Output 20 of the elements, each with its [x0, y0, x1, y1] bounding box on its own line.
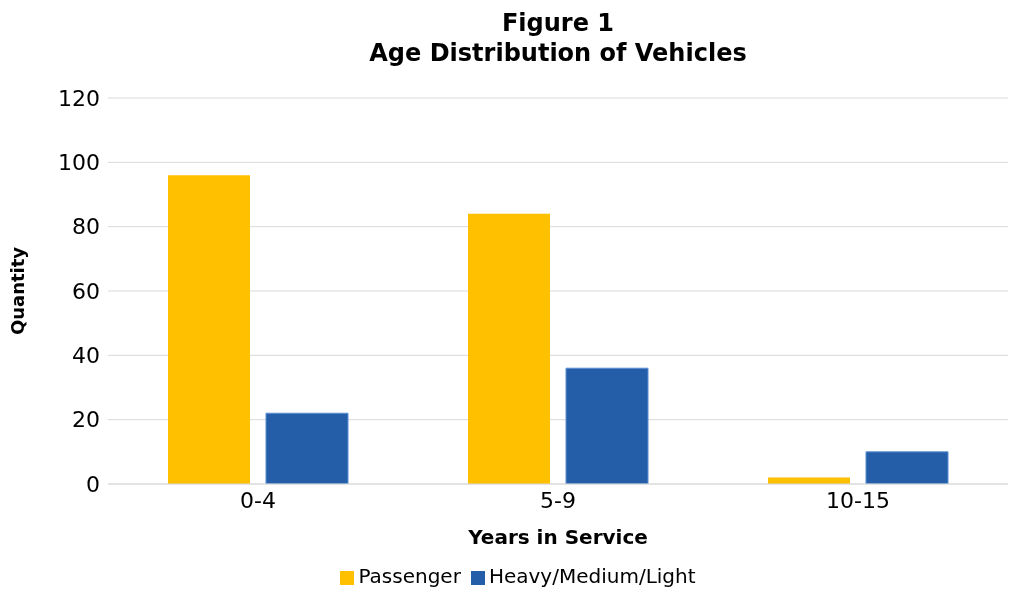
y-tick-label: 0: [86, 471, 100, 497]
x-tick-label: 0-4: [240, 487, 276, 513]
y-tick-label: 20: [72, 407, 100, 433]
bar: [865, 451, 949, 484]
bar: [565, 367, 649, 484]
legend-label: Passenger: [358, 564, 461, 588]
y-axis-title: Quantity: [7, 246, 29, 336]
x-tick-label: 10-15: [826, 487, 890, 513]
legend-label: Heavy/Medium/Light: [488, 564, 696, 588]
y-tick-label: 120: [58, 85, 100, 111]
y-tick-label: 40: [72, 343, 100, 369]
bar: [265, 412, 349, 484]
bar: [468, 213, 550, 484]
x-axis-title: Years in Service: [467, 525, 648, 549]
x-tick-label: 5-9: [540, 487, 576, 513]
bar: [168, 175, 250, 484]
y-tick-label: 100: [58, 150, 100, 176]
y-tick-label: 80: [72, 214, 100, 240]
chart-title: Figure 1 Age Distribution of Vehicles: [368, 8, 748, 68]
y-tick-label: 60: [72, 278, 100, 304]
